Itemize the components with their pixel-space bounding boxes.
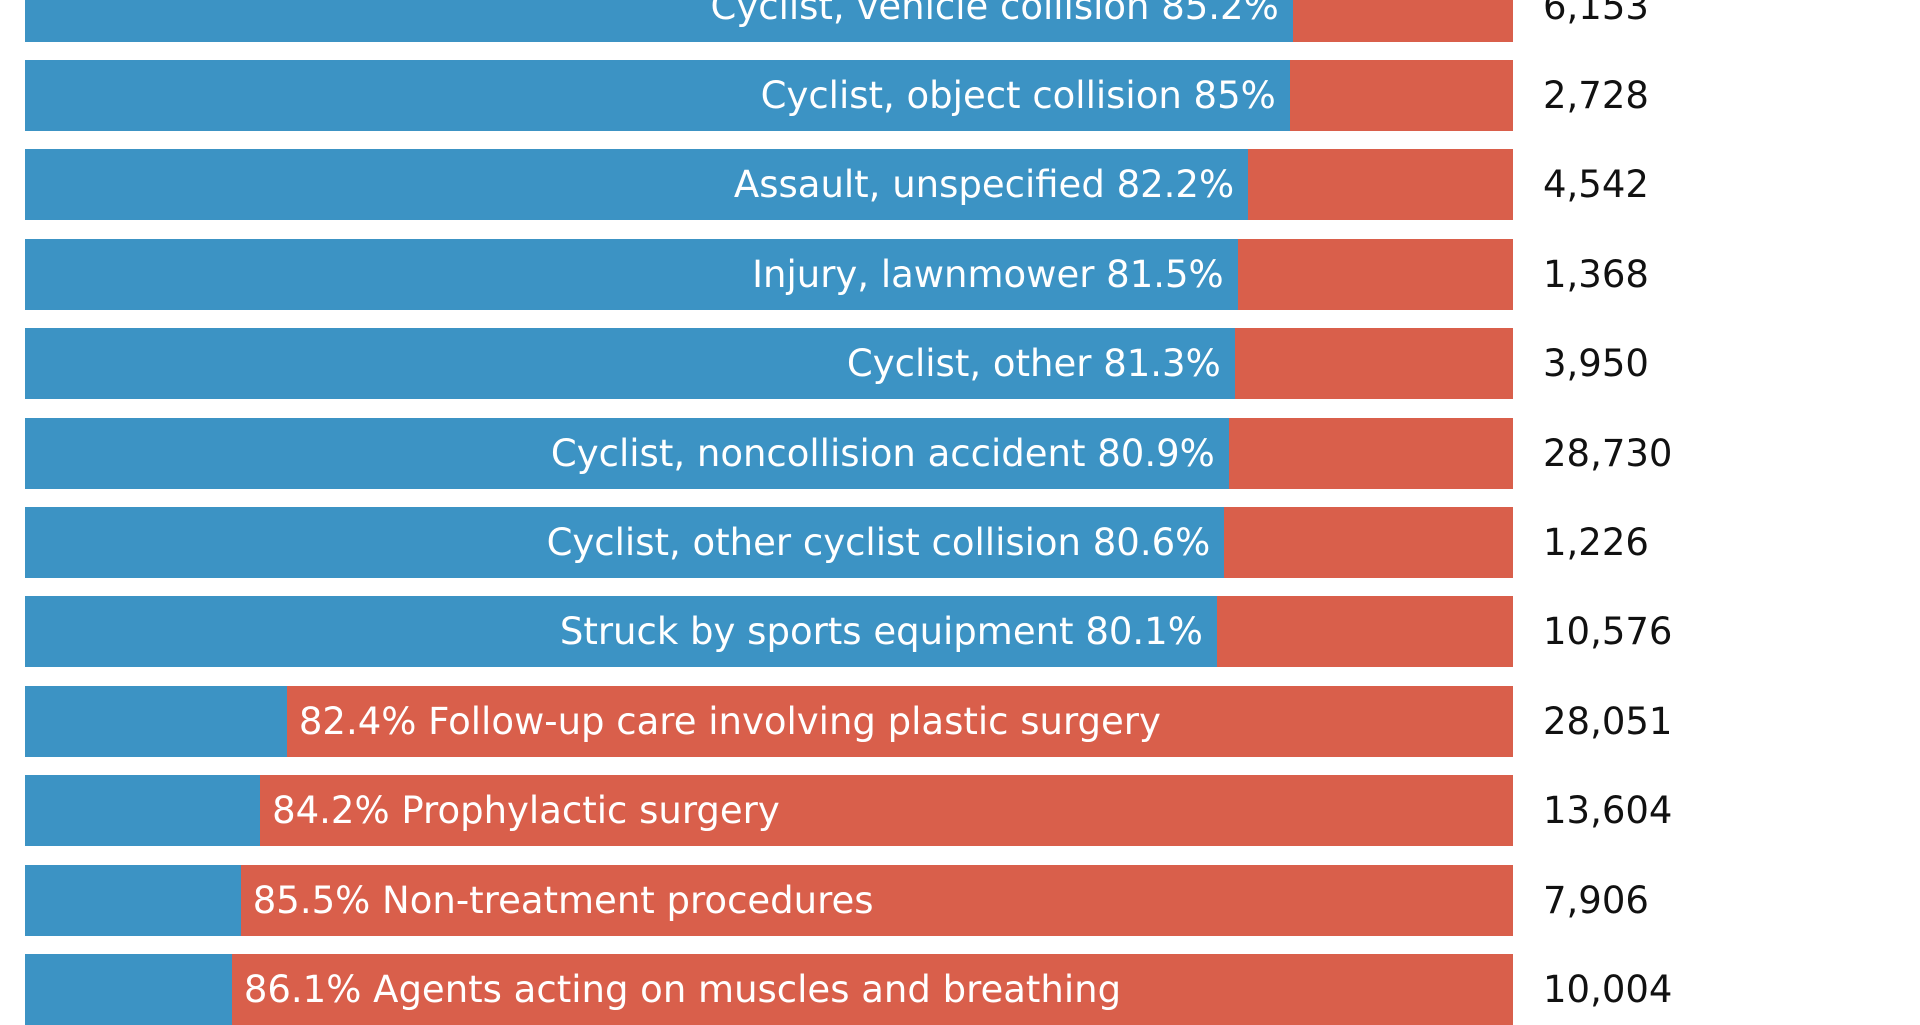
count-label: 7,906 xyxy=(1543,878,1649,922)
data-label: 84.2% Prophylactic surgery xyxy=(272,789,780,833)
bar: 84.2% Prophylactic surgery xyxy=(25,775,1513,847)
bar-segment-blue: Cyclist, other cyclist collision 80.6% xyxy=(25,507,1225,578)
data-label: 85.5% Non-treatment procedures xyxy=(252,878,874,922)
count-label: 6,153 xyxy=(1543,0,1649,28)
count-label: 10,004 xyxy=(1543,968,1673,1011)
bar-segment-red xyxy=(1292,0,1513,42)
count-label: 4,542 xyxy=(1543,163,1649,207)
bar-row: Cyclist, vehicle collision 85.2% 6,153 xyxy=(25,0,1920,42)
bar: Cyclist, other 81.3% xyxy=(25,328,1513,400)
bar-segment-red xyxy=(1289,60,1513,131)
bar-segment-blue xyxy=(25,685,287,757)
bar-row: Struck by sports equipment 80.1% 10,576 xyxy=(25,596,1920,668)
bar-segment-red xyxy=(1228,417,1513,489)
bar-segment-blue xyxy=(25,954,232,1025)
data-label: Struck by sports equipment 80.1% xyxy=(559,610,1203,654)
bar-row: Cyclist, other cyclist collision 80.6% 1,… xyxy=(25,507,1920,578)
count-label: 28,730 xyxy=(1543,431,1673,475)
data-label: Cyclist, object collision 85% xyxy=(760,74,1276,117)
bar-segment-blue: Injury, lawnmower 81.5% xyxy=(25,238,1238,310)
bar-segment-red xyxy=(1237,238,1513,310)
bar: 86.1% Agents acting on muscles and breat… xyxy=(25,954,1513,1025)
bar-segment-blue: Assault, unspecified 82.2% xyxy=(25,149,1249,221)
bar-segment-blue: Struck by sports equipment 80.1% xyxy=(25,596,1217,668)
bar-row: Cyclist, noncollision accident 80.9% 28,7… xyxy=(25,417,1920,489)
bar-row: Cyclist, other 81.3% 3,950 xyxy=(25,328,1920,400)
data-label: 86.1% Agents acting on muscles and breat… xyxy=(243,968,1122,1011)
count-label: 28,051 xyxy=(1543,699,1673,743)
data-label: Cyclist, other cyclist collision 80.6% xyxy=(546,521,1211,564)
bar: Cyclist, object collision 85% xyxy=(25,60,1513,131)
bar-row: Cyclist, object collision 85% 2,728 xyxy=(25,60,1920,131)
bar-row: 86.1% Agents acting on muscles and breat… xyxy=(25,954,1920,1025)
count-label: 10,576 xyxy=(1543,610,1673,654)
bar-segment-red: 84.2% Prophylactic surgery xyxy=(260,775,1513,847)
data-label: Cyclist, other 81.3% xyxy=(846,342,1221,386)
bar-segment-blue: Cyclist, object collision 85% xyxy=(25,60,1290,131)
data-label: Cyclist, vehicle collision 85.2% xyxy=(710,0,1279,28)
bar-segment-blue: Cyclist, noncollision accident 80.9% xyxy=(25,417,1229,489)
bar-segment-red xyxy=(1224,507,1513,578)
data-label: Cyclist, noncollision accident 80.9% xyxy=(550,431,1215,475)
bar-segment-red xyxy=(1248,149,1513,221)
data-label: Injury, lawnmower 81.5% xyxy=(752,252,1224,296)
bar-segment-red: 86.1% Agents acting on muscles and breat… xyxy=(231,954,1513,1025)
bar-segment-red: 82.4% Follow-up care involving plastic s… xyxy=(286,685,1513,757)
bar-row: Assault, unspecified 82.2% 4,542 xyxy=(25,149,1920,221)
bar-row: 85.5% Non-treatment procedures 7,906 xyxy=(25,864,1920,936)
bar-segment-red xyxy=(1216,596,1513,668)
bar: Cyclist, other cyclist collision 80.6% xyxy=(25,507,1513,578)
bar-segment-blue xyxy=(25,864,241,936)
count-label: 1,368 xyxy=(1543,252,1649,296)
bar-segment-red xyxy=(1234,328,1513,400)
bar: 82.4% Follow-up care involving plastic s… xyxy=(25,685,1513,757)
count-label: 1,226 xyxy=(1543,521,1649,564)
bar-row: 84.2% Prophylactic surgery 13,604 xyxy=(25,775,1920,847)
bar: Cyclist, noncollision accident 80.9% xyxy=(25,417,1513,489)
bar-row: Injury, lawnmower 81.5% 1,368 xyxy=(25,238,1920,310)
count-label: 3,950 xyxy=(1543,342,1649,386)
data-label: Assault, unspecified 82.2% xyxy=(733,163,1235,207)
count-label: 13,604 xyxy=(1543,789,1673,833)
bar-row: 82.4% Follow-up care involving plastic s… xyxy=(25,685,1920,757)
bar-segment-blue: Cyclist, vehicle collision 85.2% xyxy=(25,0,1293,42)
bar: Assault, unspecified 82.2% xyxy=(25,149,1513,221)
bar-segment-red: 85.5% Non-treatment procedures xyxy=(240,864,1513,936)
bar: Cyclist, vehicle collision 85.2% xyxy=(25,0,1513,42)
bar-segment-blue: Cyclist, other 81.3% xyxy=(25,328,1235,400)
bar: 85.5% Non-treatment procedures xyxy=(25,864,1513,936)
bar: Injury, lawnmower 81.5% xyxy=(25,238,1513,310)
data-label: 82.4% Follow-up care involving plastic s… xyxy=(298,699,1161,743)
bar: Struck by sports equipment 80.1% xyxy=(25,596,1513,668)
bar-segment-blue xyxy=(25,775,261,847)
count-label: 2,728 xyxy=(1543,74,1649,117)
